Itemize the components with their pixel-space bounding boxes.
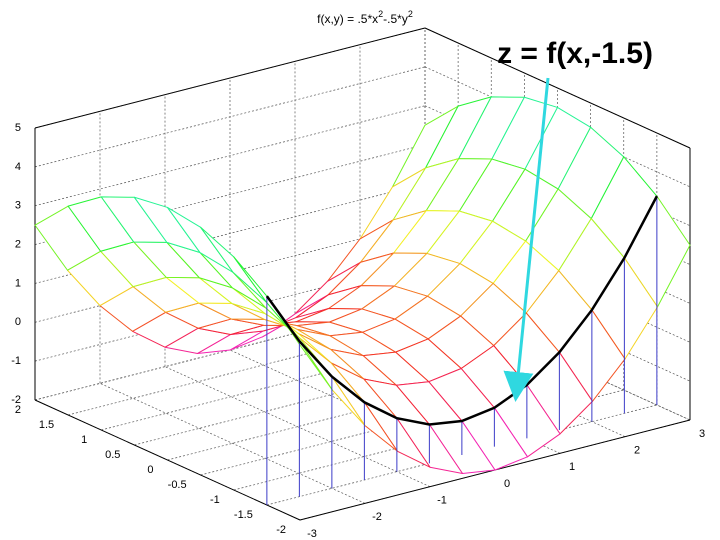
annotation: z = f(x,-1.5): [497, 37, 653, 70]
x-tick-label: 2: [634, 445, 640, 457]
curve-layer: [265, 195, 658, 505]
x-tick-label: 0: [504, 478, 510, 490]
x-tick-label: -2: [372, 511, 382, 523]
y-tick-label: 0.5: [105, 449, 120, 461]
x-tick-label: 3: [699, 428, 705, 440]
title-part: -.5*y: [383, 12, 408, 26]
x-tick-label: -1: [437, 495, 447, 507]
z-tick-label: 2: [15, 238, 21, 250]
grid-line: [134, 344, 525, 446]
grid-line: [34, 105, 426, 207]
grid-line: [101, 329, 492, 431]
grid-line: [164, 366, 431, 487]
axis-edge: [424, 27, 691, 149]
y-tick-label: 0: [147, 464, 153, 476]
z-tick-label: 1: [15, 277, 21, 289]
title-part: f(x,y) = .5*x: [317, 12, 378, 26]
y-tick-label: 1.5: [39, 419, 54, 431]
y-tick-label: -0.5: [168, 479, 187, 491]
mesh-surface: [34, 96, 691, 474]
z-tick-label: 4: [15, 161, 21, 173]
z-tick-label: 0: [15, 316, 21, 328]
axis-edge: [34, 27, 426, 129]
curve: [265, 195, 658, 426]
grid-line: [68, 314, 459, 416]
y-tick-label: -2: [276, 524, 286, 536]
title-superscript: 2: [378, 9, 383, 19]
z-tick-label: 3: [15, 200, 21, 212]
grid-line: [99, 383, 366, 504]
z-tick-label: -2: [11, 394, 21, 406]
title-superscript: 2: [408, 9, 413, 19]
x-tick-label: 1: [569, 461, 575, 473]
y-tick-label: 1: [81, 434, 87, 446]
x-tick-label: -3: [307, 528, 317, 540]
y-tick-label: 2: [15, 404, 21, 416]
z-tick-label: -1: [11, 355, 21, 367]
axis-edge: [34, 399, 301, 521]
annotation-arrow: [503, 77, 550, 402]
y-tick-label: -1.5: [234, 509, 253, 521]
y-tick-label: -1: [210, 494, 220, 506]
z-tick-label: 5: [15, 122, 21, 134]
grid-line: [34, 144, 426, 245]
chart-title: f(x,y) = .5*x2-.5*y2: [317, 9, 413, 26]
